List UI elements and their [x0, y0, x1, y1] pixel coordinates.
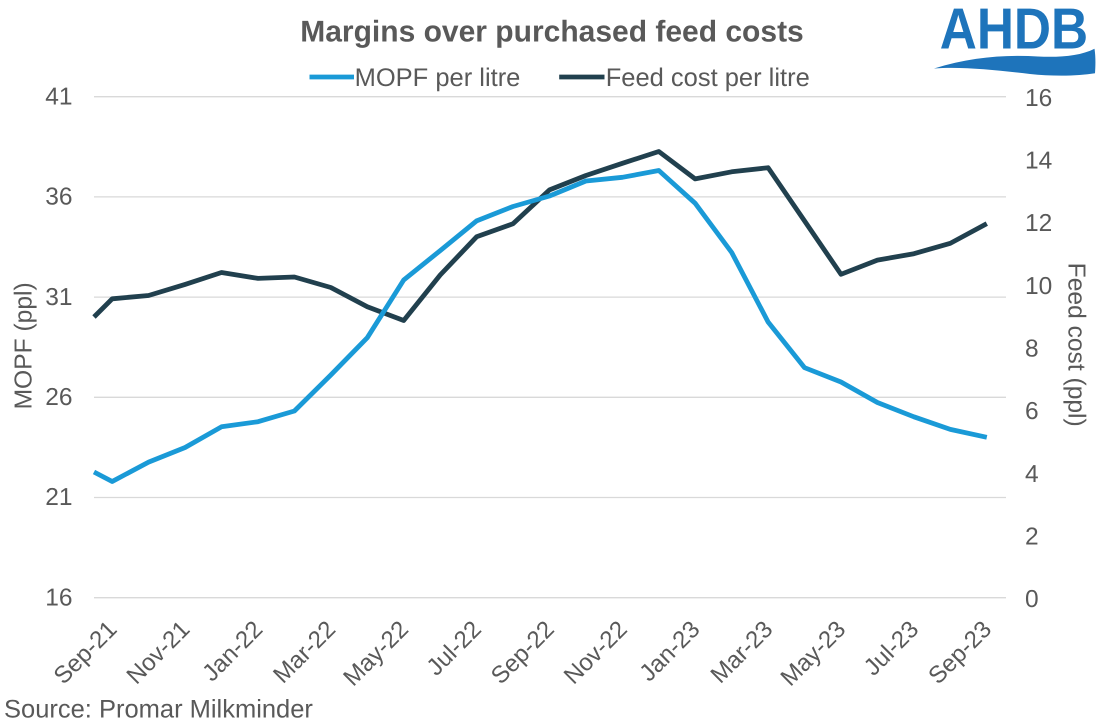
svg-text:12: 12 — [1025, 210, 1052, 237]
svg-text:Jan-23: Jan-23 — [634, 616, 705, 687]
svg-text:Nov-21: Nov-21 — [122, 616, 196, 690]
svg-text:May-23: May-23 — [776, 616, 852, 692]
svg-text:Sep-23: Sep-23 — [923, 616, 997, 690]
svg-text:AHDB: AHDB — [940, 0, 1088, 61]
svg-text:0: 0 — [1025, 586, 1039, 613]
svg-text:41: 41 — [45, 83, 72, 110]
svg-text:Jul-22: Jul-22 — [422, 616, 487, 681]
svg-text:Sep-22: Sep-22 — [486, 616, 560, 690]
svg-text:6: 6 — [1025, 398, 1039, 425]
svg-text:Jul-23: Jul-23 — [859, 616, 924, 681]
svg-text:14: 14 — [1025, 148, 1052, 175]
svg-text:Feed cost (ppl): Feed cost (ppl) — [1063, 263, 1090, 427]
svg-text:36: 36 — [45, 184, 72, 211]
svg-text:Feed cost per litre: Feed cost per litre — [606, 64, 810, 92]
svg-text:4: 4 — [1025, 461, 1039, 488]
svg-text:MOPF per litre: MOPF per litre — [355, 64, 521, 92]
svg-text:Nov-22: Nov-22 — [559, 616, 633, 690]
svg-text:21: 21 — [45, 484, 72, 511]
svg-text:16: 16 — [1025, 85, 1052, 112]
svg-text:10: 10 — [1025, 273, 1052, 300]
svg-text:2: 2 — [1025, 523, 1039, 550]
svg-text:Mar-23: Mar-23 — [705, 616, 778, 689]
svg-text:Margins over purchased feed co: Margins over purchased feed costs — [300, 15, 804, 48]
svg-text:Source: Promar Milkminder: Source: Promar Milkminder — [4, 695, 313, 723]
svg-text:31: 31 — [45, 284, 72, 311]
svg-text:16: 16 — [45, 584, 72, 611]
svg-text:Sep-21: Sep-21 — [49, 616, 123, 690]
svg-text:May-22: May-22 — [338, 616, 414, 692]
svg-text:26: 26 — [45, 384, 72, 411]
svg-text:Jan-22: Jan-22 — [197, 616, 268, 687]
svg-text:8: 8 — [1025, 336, 1039, 363]
svg-text:MOPF (ppl): MOPF (ppl) — [11, 282, 38, 409]
svg-text:Mar-22: Mar-22 — [268, 616, 341, 689]
